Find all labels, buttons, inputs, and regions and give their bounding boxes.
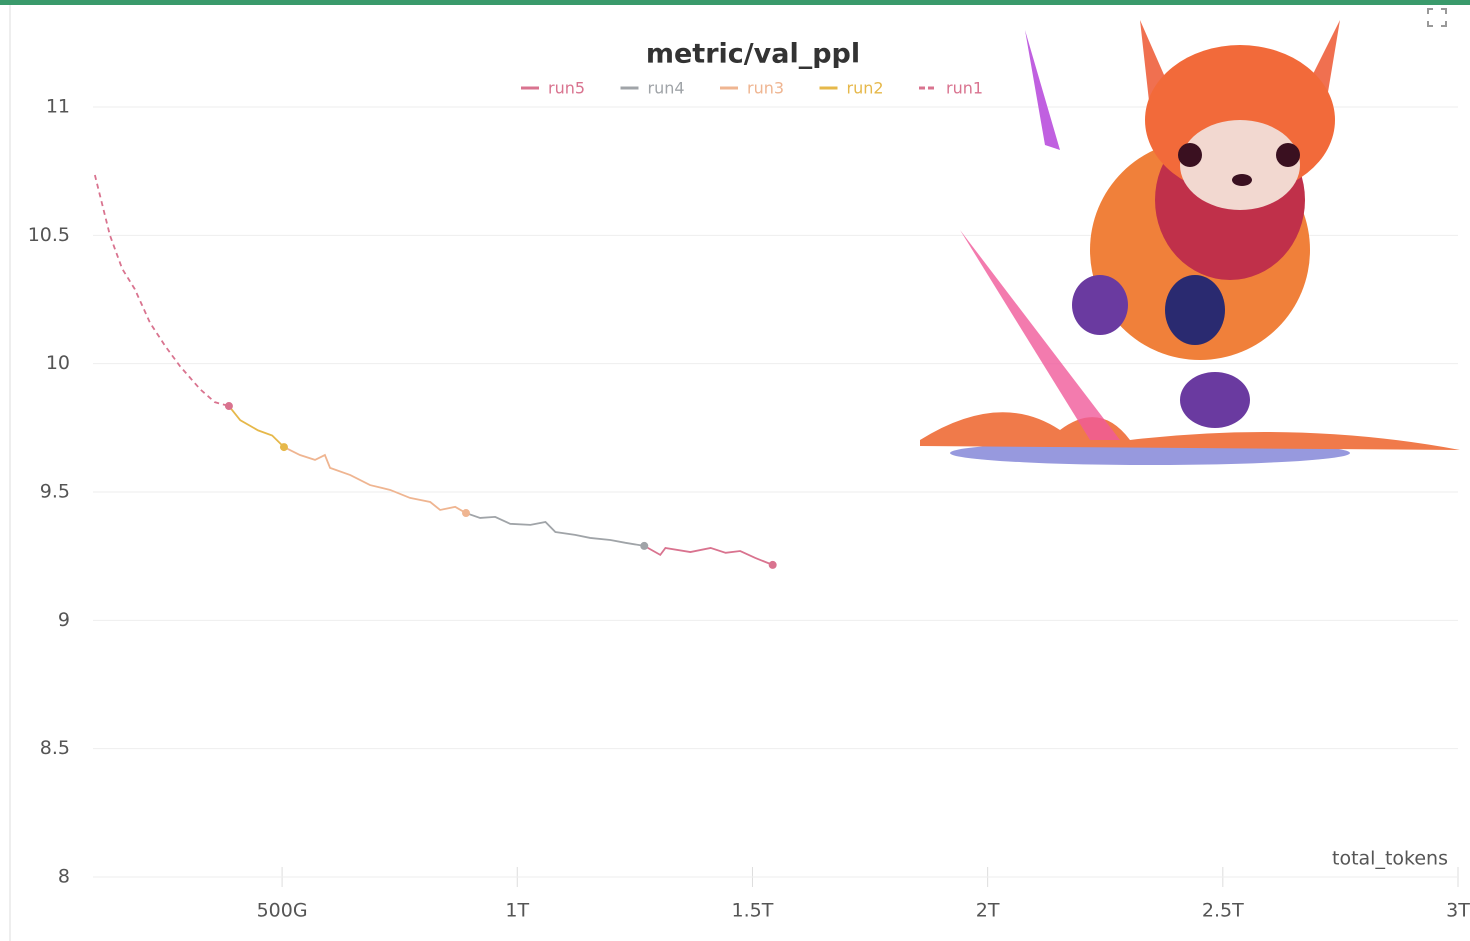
x-tick-label: 2.5T bbox=[1202, 900, 1244, 922]
x-tick-label: 1T bbox=[505, 900, 529, 922]
x-tick-label: 1.5T bbox=[732, 900, 774, 922]
legend-label: run5 bbox=[548, 79, 585, 98]
y-tick-label: 8.5 bbox=[40, 737, 70, 759]
legend-item[interactable]: run5 bbox=[521, 79, 585, 98]
chart: metric/val_ppl 8 8.5 9 9.5 10 10.5 11 500G 1T 1.5… bbox=[0, 0, 1470, 941]
x-axis-label: total_tokens bbox=[1332, 848, 1448, 870]
legend-item[interactable]: run2 bbox=[820, 79, 884, 98]
legend-label: run4 bbox=[648, 79, 685, 98]
series-line bbox=[466, 513, 644, 546]
chart-title: metric/val_ppl bbox=[646, 39, 860, 70]
y-tick-label: 8 bbox=[58, 866, 70, 888]
legend-item[interactable]: run3 bbox=[720, 79, 784, 98]
end-point bbox=[769, 561, 777, 569]
legend-label: run3 bbox=[747, 79, 784, 98]
legend-label: run2 bbox=[847, 79, 884, 98]
legend-item[interactable]: run1 bbox=[919, 79, 983, 98]
series-line bbox=[284, 447, 466, 513]
y-tick-label: 9.5 bbox=[40, 481, 70, 503]
end-point bbox=[462, 509, 470, 517]
y-tick-label: 11 bbox=[46, 96, 70, 118]
y-tick-label: 10.5 bbox=[28, 224, 70, 246]
series-line bbox=[644, 546, 772, 565]
legend-item[interactable]: run4 bbox=[621, 79, 685, 98]
series-line bbox=[229, 406, 284, 447]
page: {"chart_data": {"type": "line", "title":… bbox=[0, 0, 1470, 941]
y-tick-label: 9 bbox=[58, 609, 70, 631]
end-point bbox=[225, 402, 233, 410]
series-line bbox=[95, 175, 229, 406]
legend-label: run1 bbox=[946, 79, 983, 98]
end-point bbox=[280, 443, 288, 451]
x-tick-label: 500G bbox=[257, 900, 308, 922]
end-point bbox=[640, 542, 648, 550]
fullscreen-icon[interactable] bbox=[1428, 9, 1446, 26]
x-tick-label: 2T bbox=[976, 900, 1000, 922]
x-tick-label: 3T bbox=[1446, 900, 1470, 922]
decorative-illustration bbox=[920, 20, 1460, 465]
top-bar bbox=[0, 0, 1470, 5]
y-tick-label: 10 bbox=[46, 352, 70, 374]
